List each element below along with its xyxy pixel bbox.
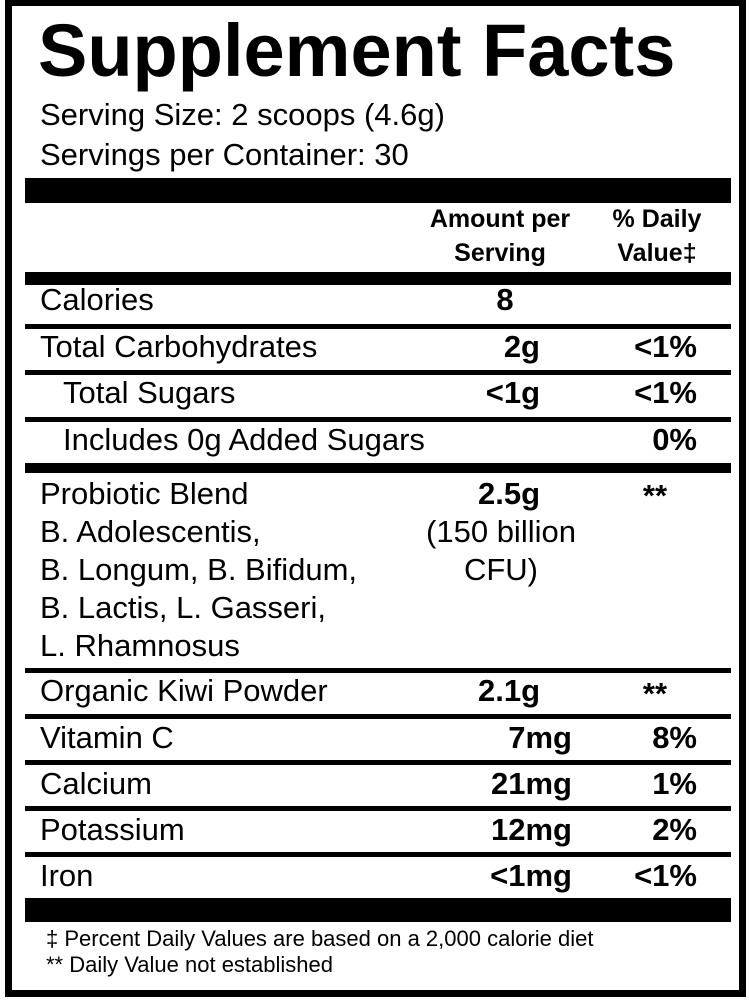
- thick-divider: [25, 272, 731, 285]
- row-divider: [25, 852, 731, 857]
- nutrient-name: Vitamin C: [40, 720, 174, 755]
- nutrient-dv: **: [642, 478, 668, 513]
- amount-header: Amount per Serving: [400, 202, 600, 270]
- nutrient-amount: 21mg: [491, 766, 572, 801]
- probiotic-cfu: (150 billion: [426, 514, 576, 549]
- probiotic-name-line: L. Rhamnosus: [40, 628, 240, 663]
- dv-header-line2: Value‡: [617, 239, 697, 267]
- nutrient-name: Organic Kiwi Powder: [40, 673, 328, 708]
- nutrient-name: Includes 0g Added Sugars: [63, 422, 425, 457]
- nutrient-dv: <1%: [634, 329, 697, 364]
- nutrient-amount: 7mg: [508, 720, 572, 755]
- thick-divider: [25, 178, 731, 203]
- probiotic-amount: 2.5g: [477, 476, 540, 511]
- probiotic-cfu: CFU): [463, 552, 539, 587]
- row-divider: [25, 714, 731, 719]
- probiotic-name-line: B. Lactis, L. Gasseri,: [40, 590, 326, 625]
- probiotic-name: Probiotic Blend B. Adolescentis, B. Long…: [40, 475, 357, 665]
- thick-divider: [25, 463, 731, 473]
- dv-header-line1: % Daily: [612, 205, 702, 233]
- row-divider: [25, 668, 731, 673]
- nutrient-amount: 12mg: [491, 812, 572, 847]
- nutrient-amount: 2g: [503, 329, 540, 364]
- row-divider: [25, 324, 731, 329]
- nutrient-dv: 8%: [652, 720, 697, 755]
- footnote-dv-basis: ‡ Percent Daily Values are based on a 2,…: [46, 926, 594, 951]
- servings-per-container: Servings per Container: 30: [40, 137, 409, 172]
- nutrient-name: Calories: [40, 282, 154, 317]
- nutrient-amount: <1mg: [490, 858, 572, 893]
- row-divider: [25, 760, 731, 765]
- daily-value-header: % Daily Value‡: [597, 202, 717, 270]
- amount-header-line2: Serving: [454, 239, 546, 267]
- nutrient-dv: <1%: [634, 858, 697, 893]
- row-divider: [25, 417, 731, 422]
- nutrient-dv: **: [642, 676, 668, 711]
- probiotic-name-line: B. Adolescentis,: [40, 514, 261, 549]
- nutrient-name: Iron: [40, 858, 94, 893]
- thick-divider: [25, 898, 731, 922]
- nutrient-name: Total Sugars: [63, 375, 236, 410]
- nutrient-amount: 2.1g: [477, 673, 540, 708]
- row-divider: [25, 806, 731, 811]
- amount-header-line1: Amount per: [429, 205, 571, 233]
- label-border: [5, 0, 746, 997]
- probiotic-name-line: Probiotic Blend: [40, 476, 249, 511]
- label-title: Supplement Facts: [38, 9, 676, 92]
- nutrient-name: Calcium: [40, 766, 152, 801]
- serving-size: Serving Size: 2 scoops (4.6g): [40, 97, 445, 132]
- nutrient-amount: 8: [496, 282, 514, 317]
- nutrient-name: Total Carbohydrates: [40, 329, 318, 364]
- nutrient-dv: 0%: [652, 422, 697, 457]
- row-divider: [25, 370, 731, 375]
- probiotic-name-line: B. Longum, B. Bifidum,: [40, 552, 358, 587]
- nutrient-dv: 2%: [652, 812, 697, 847]
- footnote-not-established: ** Daily Value not established: [46, 952, 333, 977]
- nutrient-amount: <1g: [485, 375, 540, 410]
- nutrient-dv: <1%: [634, 375, 697, 410]
- nutrient-name: Potassium: [40, 812, 185, 847]
- nutrient-dv: 1%: [652, 766, 697, 801]
